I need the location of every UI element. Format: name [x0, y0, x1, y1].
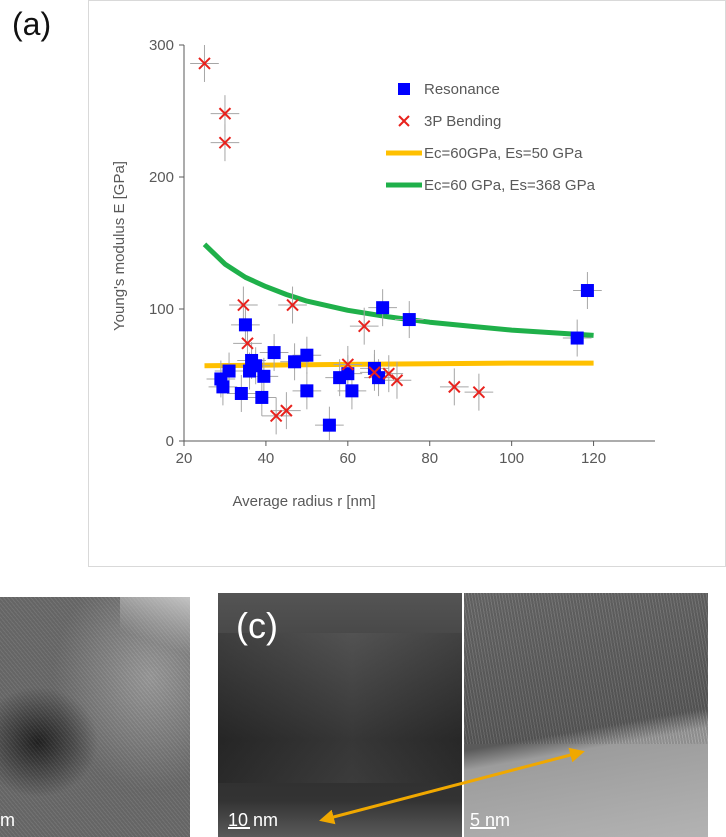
x-tick-label: 60 — [339, 450, 356, 467]
bending-point-stroke — [237, 298, 250, 312]
bending-point — [198, 57, 211, 70]
bending-point — [286, 298, 299, 312]
bending-point-stroke — [241, 337, 254, 350]
x-tick-label: 40 — [258, 450, 275, 467]
y-tick-label: 0 — [166, 433, 174, 450]
legend-swatch-resonance — [398, 83, 410, 95]
green-model-line — [202, 242, 594, 338]
resonance-point — [345, 384, 359, 398]
legend-label: Ec=60 GPa, Es=368 GPa — [424, 177, 596, 194]
resonance-point — [322, 418, 336, 432]
x-tick-label: 80 — [421, 450, 438, 467]
resonance-point — [257, 369, 271, 383]
legend-label: Ec=60GPa, Es=50 GPa — [424, 145, 583, 162]
bending-point — [280, 404, 293, 417]
resonance-point — [234, 386, 248, 400]
chart-frame: 20 40 60 80 100 120 0 100 200 300 Resonance 3P Ben… — [88, 0, 726, 567]
axes-layer: 20 40 60 80 100 120 0 100 200 300 — [149, 37, 655, 467]
scale-label-c1: 10 nm — [228, 810, 279, 830]
bending-point — [382, 367, 395, 380]
y-axis-label: Young's modulus E [GPa] — [111, 161, 128, 331]
panel-label-a: (a) — [12, 6, 52, 42]
x-axis-label: Average radius r [nm] — [232, 493, 375, 510]
legend-label: Resonance — [424, 81, 500, 98]
bending-point-stroke — [382, 367, 395, 380]
resonance-point — [222, 364, 236, 378]
bending-point — [368, 366, 381, 379]
resonance-point — [238, 318, 252, 332]
bending-point — [358, 319, 371, 333]
chart-svg: 20 40 60 80 100 120 0 100 200 300 Resonance 3P Ben… — [111, 37, 655, 510]
resonance-point — [300, 384, 314, 398]
tem-b-background — [120, 597, 190, 657]
resonance-point — [216, 380, 230, 394]
legend: Resonance 3P Bending Ec=60GPa, Es=50 GPa Ec… — [386, 81, 596, 194]
bending-point-stroke — [390, 374, 404, 387]
bending-point-stroke — [218, 136, 232, 149]
x-tick-label: 20 — [176, 450, 193, 467]
x-tick-label: 100 — [499, 450, 524, 467]
scale-bar-c2 — [470, 827, 496, 829]
resonance-point — [580, 284, 594, 298]
tem-image-b: m — [0, 597, 190, 837]
bending-point-stroke — [448, 380, 461, 394]
bending-point — [237, 298, 250, 312]
scale-bar-c1 — [228, 827, 250, 829]
resonance-point — [402, 313, 416, 327]
bending-point — [241, 337, 254, 350]
tem-image-c-left: (c) 10 nm — [218, 593, 462, 837]
resonance-point — [267, 346, 281, 360]
x-tick-label: 120 — [581, 450, 606, 467]
y-tick-label: 200 — [149, 169, 174, 186]
marker-layer — [198, 57, 594, 432]
tem-image-c-right: 5 nm — [464, 593, 708, 837]
bending-point — [341, 358, 355, 371]
resonance-point — [255, 390, 269, 404]
bending-point-stroke — [358, 319, 371, 333]
bending-point-stroke — [218, 107, 232, 120]
panel-label-c: (c) — [236, 605, 278, 646]
resonance-point — [249, 359, 263, 373]
bending-point-stroke — [280, 404, 293, 417]
bending-point — [472, 385, 486, 399]
bending-point-stroke — [368, 366, 381, 379]
bending-point — [448, 380, 461, 394]
bending-point — [390, 374, 404, 387]
legend-swatch-bending — [398, 115, 410, 127]
bending-point — [218, 107, 232, 120]
y-tick-label: 100 — [149, 301, 174, 318]
bending-point-stroke — [472, 385, 486, 399]
resonance-point — [288, 355, 302, 369]
legend-label: 3P Bending — [424, 113, 501, 130]
bending-point — [269, 409, 283, 423]
resonance-point — [376, 301, 390, 315]
scale-label-b: m — [0, 810, 15, 830]
bending-point-stroke — [269, 409, 283, 423]
resonance-point — [570, 331, 584, 345]
scale-label-c2: 5 nm — [470, 810, 511, 830]
resonance-point — [341, 367, 355, 381]
bending-point-stroke — [198, 57, 211, 70]
bending-point-stroke — [286, 298, 299, 312]
bending-point-stroke — [341, 358, 355, 371]
y-tick-label: 300 — [149, 37, 174, 54]
nanowire-body — [218, 633, 462, 783]
curve-layer — [202, 242, 594, 369]
bending-point — [218, 136, 232, 149]
resonance-point — [300, 348, 314, 362]
